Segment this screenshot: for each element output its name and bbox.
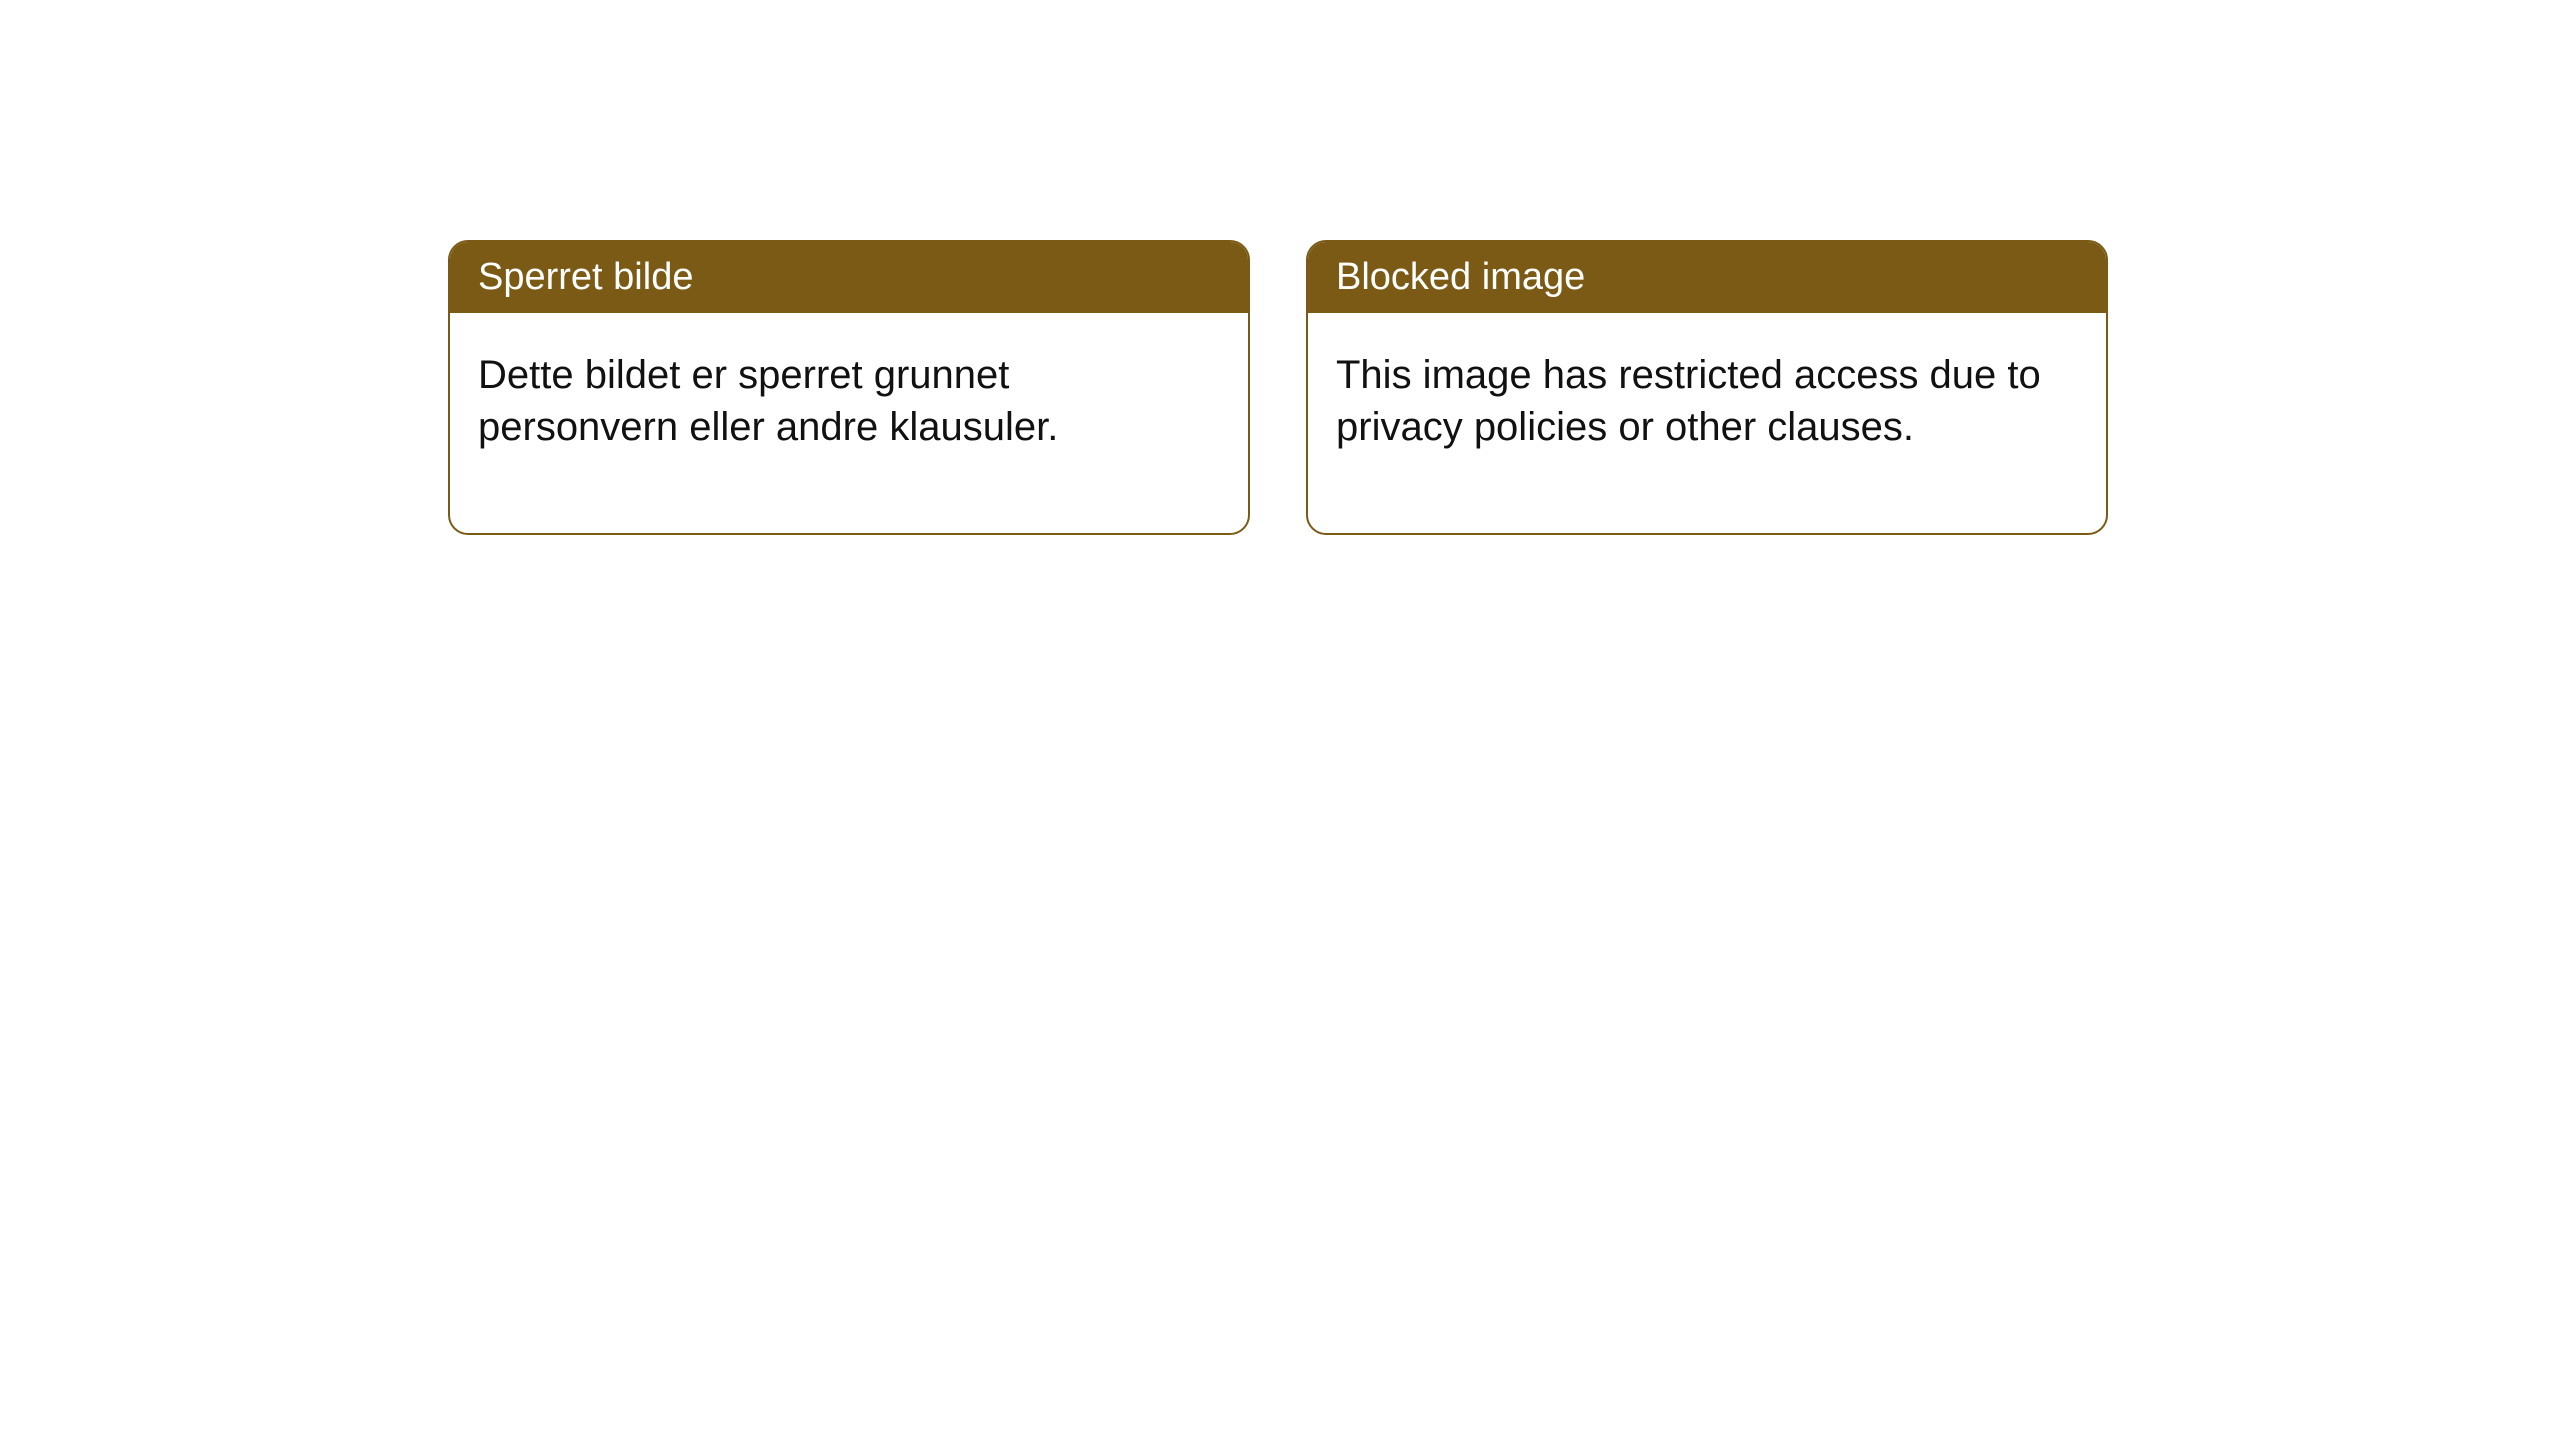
notice-card-norwegian: Sperret bilde Dette bildet er sperret gr… bbox=[448, 240, 1250, 535]
card-header: Blocked image bbox=[1308, 242, 2106, 313]
card-body: This image has restricted access due to … bbox=[1308, 313, 2106, 533]
card-title: Sperret bilde bbox=[478, 256, 693, 298]
card-header: Sperret bilde bbox=[450, 242, 1248, 313]
card-body-text: Dette bildet er sperret grunnet personve… bbox=[478, 353, 1058, 449]
card-title: Blocked image bbox=[1336, 256, 1585, 298]
notice-card-english: Blocked image This image has restricted … bbox=[1306, 240, 2108, 535]
card-body-text: This image has restricted access due to … bbox=[1336, 353, 2041, 449]
notice-cards-container: Sperret bilde Dette bildet er sperret gr… bbox=[448, 240, 2108, 535]
card-body: Dette bildet er sperret grunnet personve… bbox=[450, 313, 1248, 533]
